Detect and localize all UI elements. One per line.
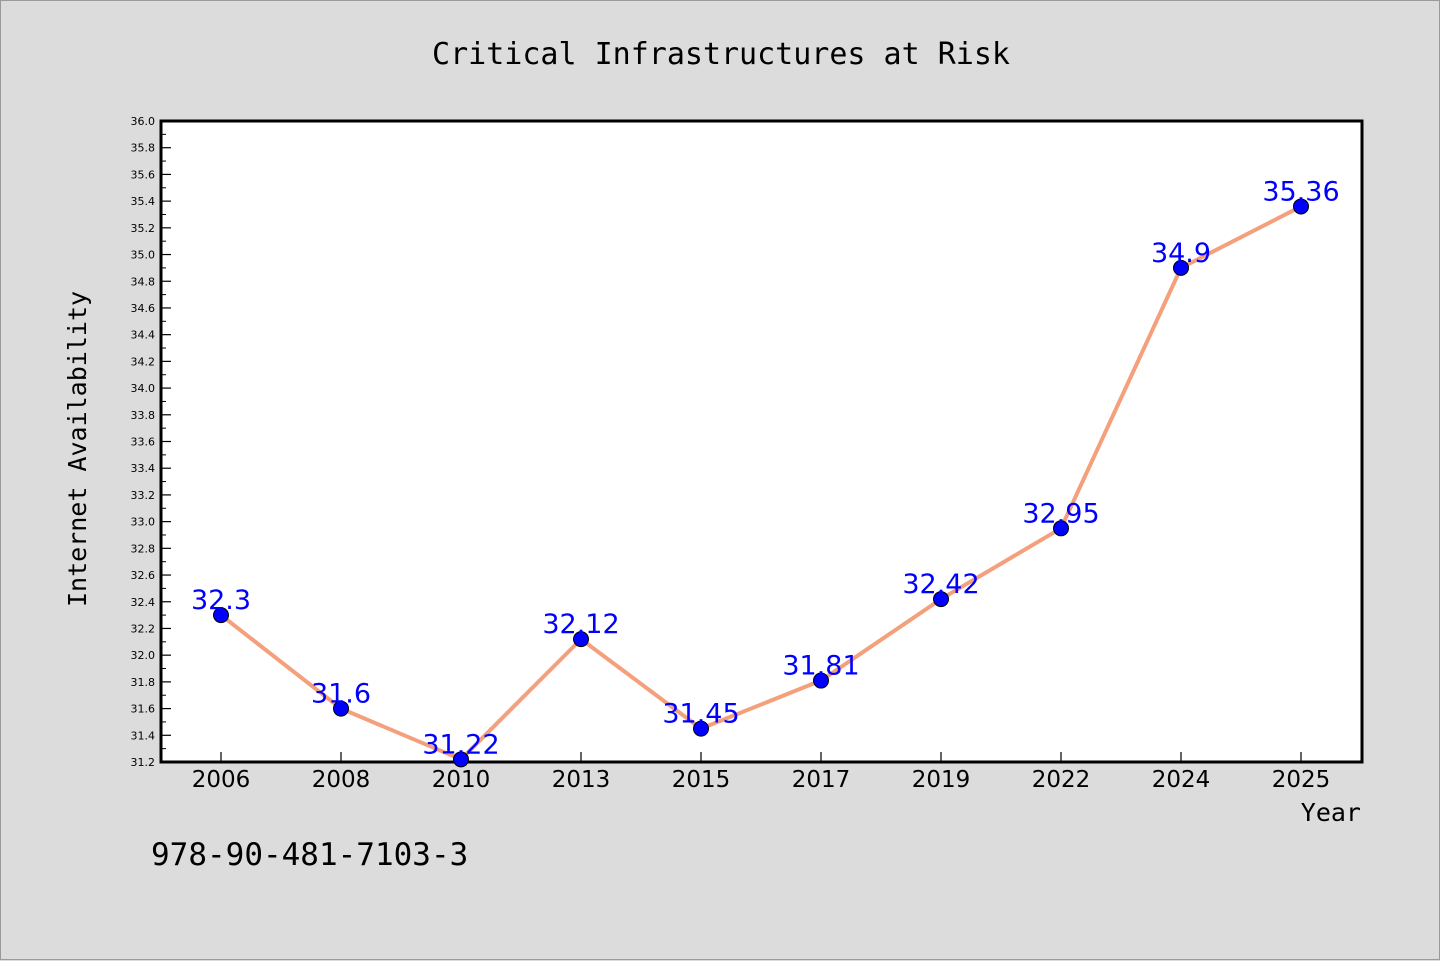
y-tick-label: 34.2	[131, 355, 156, 368]
data-label: 34.9	[1151, 238, 1211, 269]
y-tick-label: 33.8	[131, 409, 156, 422]
y-tick-label: 31.6	[131, 703, 156, 716]
data-label: 32.3	[191, 585, 251, 616]
x-tick-label: 2024	[1152, 767, 1211, 793]
plot-area	[159, 119, 1364, 764]
y-tick-label: 33.0	[131, 516, 156, 529]
y-tick-label: 32.2	[131, 622, 156, 635]
y-tick-label: 31.4	[131, 729, 156, 742]
data-point	[813, 672, 829, 689]
y-tick-label: 35.6	[131, 168, 156, 181]
data-label: 31.6	[311, 679, 371, 710]
y-tick-label: 34.8	[131, 275, 156, 288]
isbn-text: 978-90-481-7103-3	[151, 837, 468, 873]
y-tick-label: 35.0	[131, 249, 156, 262]
data-label: 32.42	[902, 569, 979, 600]
y-tick-label: 32.4	[131, 596, 156, 609]
data-label: 32.95	[1022, 498, 1099, 529]
data-point	[453, 751, 469, 768]
data-labels: 32.3 31.6 31.22 32.12 31.45 31.81 32.42 32.95 34…	[191, 176, 1340, 760]
y-tick-label: 34.4	[131, 329, 156, 342]
x-tick-label: 2015	[672, 767, 731, 793]
y-tick-label: 32.0	[131, 649, 156, 662]
y-axis: 31.2 31.4 31.6 31.8 32.0 32.2 32.4 32.6 32.8 33.0…	[131, 115, 171, 769]
data-label: 31.22	[422, 729, 499, 760]
y-tick-label: 31.2	[131, 756, 156, 769]
data-label: 31.45	[662, 699, 739, 730]
x-tick-label: 2017	[792, 767, 851, 793]
data-point	[573, 631, 589, 648]
x-tick-label: 2013	[552, 767, 611, 793]
data-label: 31.81	[782, 651, 859, 682]
y-axis-label: Internet Availability	[63, 291, 92, 607]
x-tick-label: 2025	[1272, 767, 1331, 793]
y-tick-label: 32.6	[131, 569, 156, 582]
data-point	[933, 591, 949, 608]
x-axis-label: Year	[1301, 798, 1361, 827]
data-label: 32.12	[542, 609, 619, 640]
data-markers	[213, 198, 1309, 768]
data-point	[213, 607, 229, 624]
x-axis: 2006 2008 2010 2013 2015 2017 2019 2022 2024 2025	[192, 752, 1331, 793]
x-tick-label: 2008	[312, 767, 371, 793]
y-tick-label: 32.8	[131, 542, 156, 555]
x-tick-label: 2006	[192, 767, 251, 793]
y-tick-label: 35.8	[131, 142, 156, 155]
chart-title: Critical Infrastructures at Risk	[432, 37, 1010, 72]
data-point	[333, 700, 349, 717]
x-tick-label: 2010	[432, 767, 491, 793]
y-tick-label: 35.2	[131, 222, 156, 235]
y-tick-label: 34.0	[131, 382, 156, 395]
y-tick-label: 33.2	[131, 489, 156, 502]
data-point	[693, 720, 709, 737]
y-tick-label: 36.0	[131, 115, 156, 128]
series-line	[219, 204, 1302, 762]
y-tick-label: 34.6	[131, 302, 156, 315]
x-tick-label: 2022	[1032, 767, 1091, 793]
y-tick-label: 33.6	[131, 436, 156, 449]
y-tick-label: 31.8	[131, 676, 156, 689]
data-point	[1293, 198, 1309, 215]
series-polyline	[219, 204, 1302, 762]
data-point	[1173, 259, 1189, 276]
x-tick-label: 2019	[912, 767, 971, 793]
y-tick-label: 35.4	[131, 195, 156, 208]
y-tick-label: 33.4	[131, 462, 156, 475]
data-label: 35.36	[1262, 176, 1339, 207]
data-point	[1053, 520, 1069, 537]
